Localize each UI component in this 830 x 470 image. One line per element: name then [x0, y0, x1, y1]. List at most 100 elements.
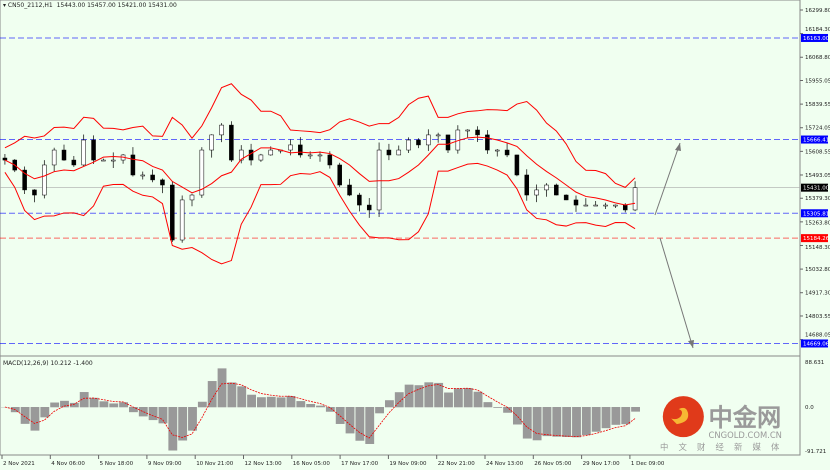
level-label-bg — [801, 135, 828, 144]
candle-body — [42, 164, 47, 196]
candle-body — [22, 169, 27, 191]
candle-body — [81, 139, 86, 166]
level-label: 15184.26 — [803, 236, 830, 242]
candle-body — [61, 149, 67, 161]
macd-bar — [247, 394, 256, 408]
macd-bar — [513, 407, 522, 425]
macd-bar — [158, 407, 168, 424]
candle-body — [475, 129, 480, 136]
cngold-logo: 中金网 CNGOLD.COM.CN 中 文 财 经 新 媒 体 — [660, 396, 800, 454]
candle-body — [465, 129, 470, 132]
macd-bar — [325, 407, 335, 412]
price-tick-label: 15263.80 — [805, 220, 830, 226]
candle-body — [229, 124, 234, 161]
bollinger-upper — [4, 83, 636, 188]
time-tick-label: 19 Nov 09:00 — [389, 461, 427, 467]
macd-bar — [168, 407, 178, 451]
macd-bar — [20, 407, 30, 424]
level-label-bg — [801, 33, 828, 42]
candle-body — [32, 189, 37, 196]
price-tick-label: 15608.55 — [805, 149, 830, 155]
macd-bar — [453, 388, 463, 408]
symbol: CN50_2112,H1 — [7, 2, 53, 9]
macd-bar — [552, 407, 562, 437]
current-price-label: 15431.00 — [803, 186, 830, 192]
candle-body — [199, 149, 205, 196]
candle-body — [248, 149, 254, 161]
candle-body — [544, 184, 549, 191]
candle-body — [71, 159, 77, 166]
bollinger-lower — [4, 162, 636, 265]
svg-text:中 文 财 经 新 媒 体: 中 文 财 经 新 媒 体 — [660, 442, 783, 452]
macd-tick-label: 88.631 — [805, 360, 824, 366]
candle-body — [396, 149, 402, 156]
price-tick-label: 15839.55 — [805, 102, 830, 108]
candle-body — [406, 139, 411, 151]
candle-body — [366, 204, 372, 211]
time-tick-label: 2 Nov 2021 — [3, 461, 35, 467]
price-tick-label: 14803.55 — [805, 314, 830, 320]
candle-body — [622, 204, 628, 211]
time-tick-label: 26 Nov 05:00 — [534, 461, 572, 467]
macd-bar — [50, 402, 60, 408]
macd-tick-label: -91.721 — [805, 449, 826, 455]
macd-bar — [138, 407, 148, 417]
candle-body — [554, 184, 559, 196]
candle-body — [347, 184, 352, 196]
candle-body — [573, 199, 579, 206]
macd-bar — [572, 407, 581, 438]
candle-body — [140, 174, 146, 177]
price-tick-label: 15493.05 — [805, 173, 830, 179]
candle-body — [101, 159, 106, 162]
price-tick-label: 16184.30 — [805, 27, 830, 33]
candle-body — [632, 187, 638, 211]
macd-bar — [522, 407, 532, 439]
price-tick-label: 16299.80 — [805, 8, 830, 14]
macd-bar — [60, 400, 69, 408]
candle-body — [130, 154, 136, 176]
level-label-bg — [801, 339, 828, 348]
macd-bar — [217, 368, 227, 408]
candle-body — [494, 149, 500, 152]
macd-bar — [562, 407, 572, 438]
candle-body — [504, 149, 510, 156]
candle-body — [317, 154, 323, 157]
candle-body — [514, 154, 520, 176]
macd-bar — [473, 391, 483, 408]
macd-bar — [601, 407, 611, 429]
level-label-bg — [801, 209, 828, 218]
macd-bar — [188, 407, 197, 431]
macd-bar — [227, 382, 237, 408]
candle-body — [110, 159, 116, 162]
macd-bar — [434, 382, 444, 408]
candle-body — [179, 199, 185, 241]
macd-bar — [119, 402, 128, 408]
price-tick-label: 16068.80 — [805, 55, 830, 61]
price-tick-label: 15379.30 — [805, 196, 830, 202]
macd-bar — [355, 407, 365, 441]
current-price-bg — [801, 183, 828, 192]
macd-bar — [207, 381, 217, 408]
candle-body — [268, 149, 274, 156]
level-label: 15666.41 — [803, 138, 829, 144]
time-tick-label: 17 Nov 17:00 — [341, 461, 379, 467]
candle-body — [563, 194, 569, 201]
macd-bar — [30, 407, 40, 431]
candle-body — [327, 154, 333, 166]
candle-body — [524, 174, 530, 196]
candle-body — [288, 144, 293, 151]
macd-bar — [306, 404, 316, 408]
macd-bar — [99, 401, 109, 408]
candle-body — [150, 174, 155, 181]
candle-body — [485, 134, 490, 151]
candle-body — [583, 204, 589, 207]
macd-bar — [483, 402, 493, 408]
macd-tick-label: 0.0 — [805, 405, 814, 411]
candle-body — [445, 134, 451, 151]
macd-bar — [178, 407, 188, 441]
macd-bar — [365, 407, 375, 444]
arrow-head-down — [688, 340, 694, 348]
macd-bar — [316, 405, 325, 408]
candle-body — [603, 204, 608, 207]
